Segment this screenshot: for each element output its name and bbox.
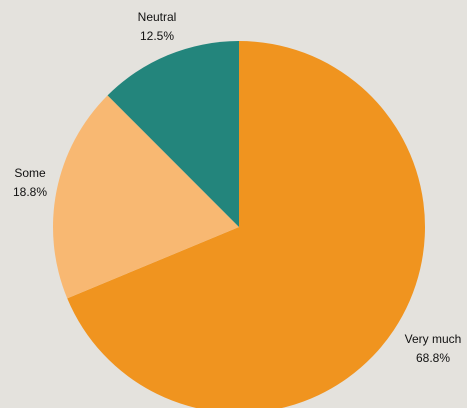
pie-label-percent: 68.8%: [416, 351, 450, 365]
pie-slice-some: [52, 95, 239, 299]
pie-label-some: Some 18.8%: [13, 166, 47, 199]
pie-label-percent: 12.5%: [140, 29, 174, 43]
pie-label-name: Some: [14, 166, 46, 180]
pie-slice-neutral: [107, 41, 239, 227]
pie-label-percent: 18.8%: [13, 185, 47, 199]
pie-slices: [52, 41, 425, 408]
pie-labels: Very much 68.8% Some 18.8% Neutral 12.5%: [13, 10, 461, 365]
pie-label-name: Very much: [405, 332, 462, 346]
pie-slice-very-much: [67, 41, 425, 408]
pie-label-name: Neutral: [138, 10, 177, 24]
pie-label-neutral: Neutral 12.5%: [138, 10, 177, 43]
pie-label-very-much: Very much 68.8%: [405, 332, 462, 365]
